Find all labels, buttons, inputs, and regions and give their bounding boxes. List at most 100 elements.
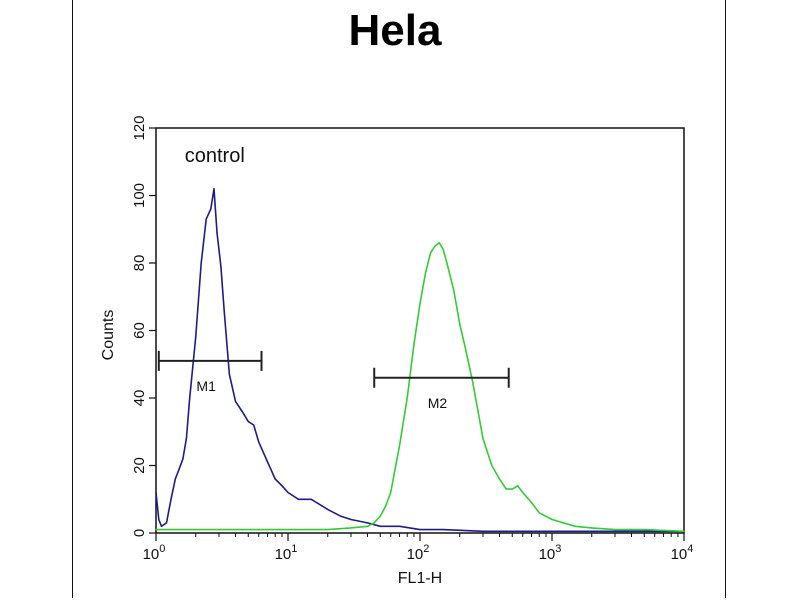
y-tick-label: 100 bbox=[131, 183, 148, 208]
series-point bbox=[438, 242, 440, 244]
y-tick-label: 60 bbox=[131, 322, 148, 339]
series-point bbox=[253, 424, 255, 426]
series-point bbox=[174, 478, 176, 480]
series-point bbox=[429, 252, 432, 254]
series-point bbox=[373, 522, 375, 524]
series-point bbox=[683, 530, 685, 532]
series-point bbox=[158, 518, 160, 521]
series-point bbox=[241, 410, 243, 413]
series-point bbox=[419, 529, 421, 531]
marker-gate-m2: M2 bbox=[373, 367, 510, 411]
series-point bbox=[281, 485, 283, 487]
series-point bbox=[398, 444, 401, 446]
series-point bbox=[220, 265, 222, 267]
series-point bbox=[505, 488, 507, 490]
x-axis: 100 101 102 103 104 bbox=[143, 533, 694, 563]
x-tick-label: 101 bbox=[275, 543, 298, 563]
series-point bbox=[350, 518, 352, 521]
y-axis-label: Counts bbox=[100, 310, 117, 361]
series-point bbox=[464, 346, 466, 348]
series-point bbox=[398, 525, 401, 527]
series-point bbox=[195, 336, 197, 338]
series-point bbox=[498, 478, 501, 480]
series-point bbox=[366, 522, 369, 524]
x-tick-label: 100 bbox=[143, 543, 166, 563]
annotation-layer: control M1 M2 bbox=[157, 145, 510, 411]
series-layer bbox=[155, 188, 685, 533]
series-point bbox=[453, 289, 455, 291]
series-point bbox=[511, 488, 513, 490]
series-point bbox=[339, 515, 342, 517]
series-point bbox=[155, 491, 157, 494]
series-point bbox=[591, 527, 593, 529]
series-point bbox=[424, 272, 427, 274]
series-point bbox=[442, 529, 444, 531]
series-point bbox=[210, 208, 212, 210]
figure-frame bbox=[72, 0, 726, 598]
series-point bbox=[390, 491, 392, 494]
x-tick-label: 103 bbox=[539, 543, 562, 563]
series-point bbox=[266, 461, 269, 463]
series-point bbox=[522, 491, 524, 494]
series-point bbox=[491, 464, 493, 467]
x-axis-label: FL1-H bbox=[398, 570, 442, 587]
series-point bbox=[205, 218, 207, 220]
series-point bbox=[223, 313, 226, 315]
series-point bbox=[155, 529, 157, 531]
series-point bbox=[182, 458, 184, 460]
series-point bbox=[228, 373, 231, 375]
series-point bbox=[442, 248, 444, 251]
series-point bbox=[274, 478, 276, 480]
series-point bbox=[216, 232, 218, 234]
plot-area-frame bbox=[155, 127, 685, 534]
series-point bbox=[530, 502, 533, 504]
series-point bbox=[459, 323, 461, 325]
series-line-sample bbox=[156, 242, 685, 533]
series-point bbox=[446, 262, 448, 264]
series-point bbox=[434, 245, 436, 247]
y-tick-label: 0 bbox=[131, 529, 148, 537]
series-point bbox=[327, 508, 329, 510]
series-point bbox=[200, 262, 202, 264]
y-tick-label: 80 bbox=[131, 255, 148, 272]
series-point bbox=[160, 525, 163, 527]
series-point bbox=[327, 529, 329, 531]
series-point bbox=[482, 437, 484, 440]
series-point bbox=[614, 529, 616, 531]
series-point bbox=[538, 512, 540, 514]
y-tick-label: 120 bbox=[131, 115, 148, 140]
series-point bbox=[517, 485, 519, 487]
series-point bbox=[170, 498, 172, 500]
series-point bbox=[185, 437, 188, 440]
series-point bbox=[234, 400, 237, 402]
series-point bbox=[218, 529, 220, 531]
series-point bbox=[406, 397, 408, 399]
series-point bbox=[643, 529, 645, 531]
series-point bbox=[385, 505, 387, 507]
control-label: control bbox=[185, 145, 245, 167]
y-axis: 0 20 40 60 80 100 120 bbox=[131, 115, 156, 537]
series-point bbox=[258, 441, 260, 443]
marker-gate-m1: M1 bbox=[157, 350, 263, 394]
series-point bbox=[379, 525, 381, 527]
series-point bbox=[189, 397, 191, 399]
series-point bbox=[165, 522, 168, 524]
series-point bbox=[551, 518, 553, 521]
gate-label: M1 bbox=[196, 378, 216, 394]
series-point bbox=[551, 530, 553, 532]
x-tick-label: 102 bbox=[407, 543, 430, 563]
y-tick-label: 20 bbox=[131, 457, 148, 474]
series-point bbox=[482, 530, 484, 532]
series-point bbox=[247, 421, 249, 423]
series-point bbox=[366, 525, 369, 527]
series-point bbox=[213, 188, 215, 190]
series-point bbox=[287, 529, 289, 531]
y-tick-label: 40 bbox=[131, 390, 148, 407]
series-point bbox=[471, 380, 474, 382]
series-point bbox=[413, 343, 415, 345]
series-point bbox=[310, 498, 312, 500]
gate-label: M2 bbox=[428, 395, 448, 411]
x-tick-label: 104 bbox=[671, 543, 694, 563]
